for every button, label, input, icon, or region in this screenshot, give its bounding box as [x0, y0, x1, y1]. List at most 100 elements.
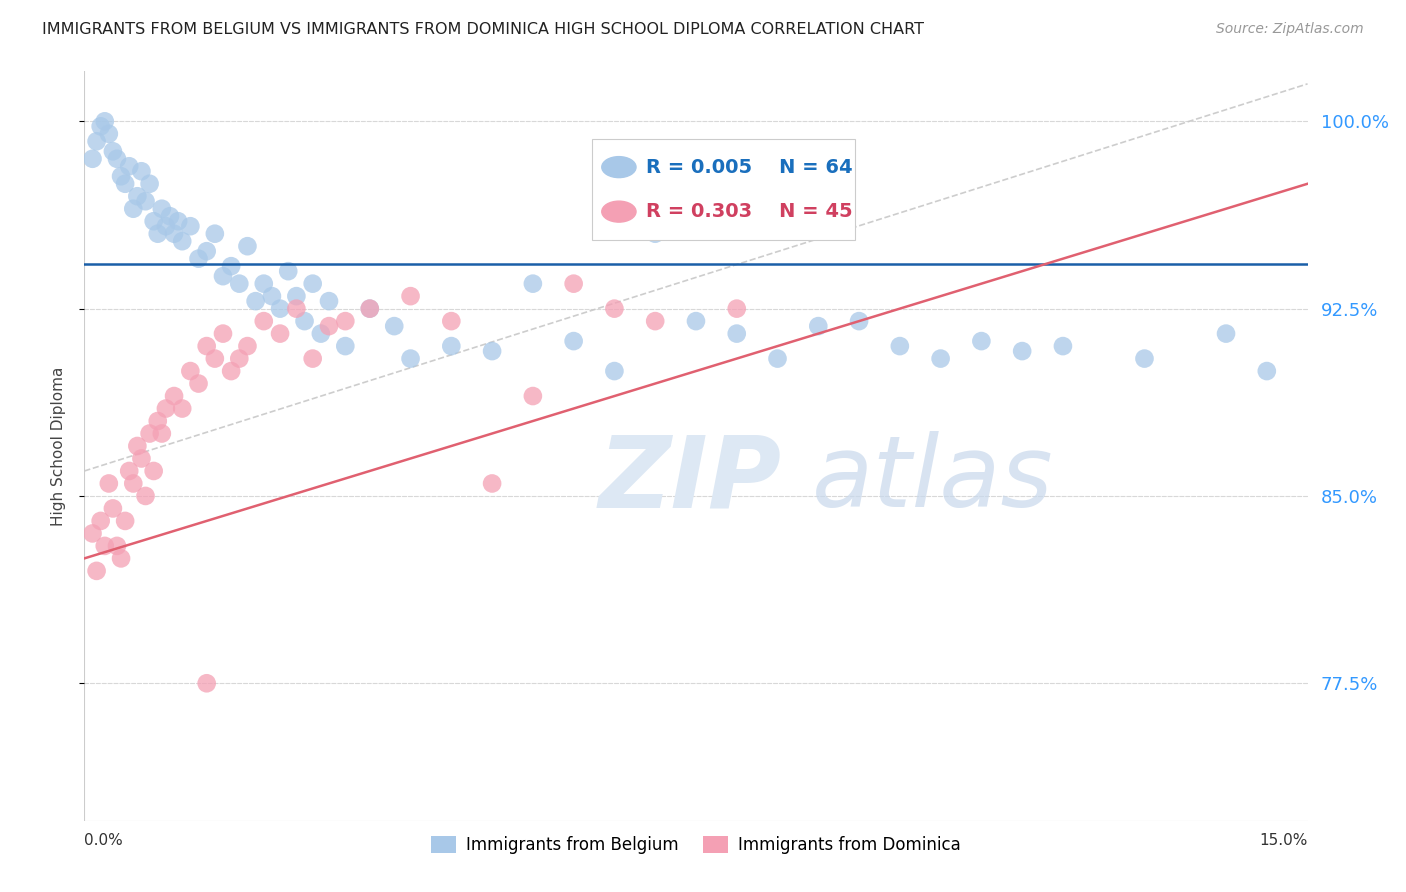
Point — [440, 314, 463, 328]
Point — [481, 344, 503, 359]
Point — [929, 351, 952, 366]
Point — [359, 301, 381, 316]
Point — [155, 219, 177, 234]
Point — [725, 301, 748, 316]
Point — [1011, 344, 1033, 359]
Point — [245, 294, 267, 309]
Point — [562, 334, 585, 348]
Point — [93, 539, 115, 553]
Point — [90, 120, 112, 134]
Point — [1133, 351, 1156, 366]
Y-axis label: High School Diploma: High School Diploma — [51, 367, 66, 525]
FancyBboxPatch shape — [592, 139, 855, 240]
Point — [155, 401, 177, 416]
Point — [172, 401, 194, 416]
Point — [301, 277, 323, 291]
Text: Source: ZipAtlas.com: Source: ZipAtlas.com — [1216, 22, 1364, 37]
Point — [138, 177, 160, 191]
Text: IMMIGRANTS FROM BELGIUM VS IMMIGRANTS FROM DOMINICA HIGH SCHOOL DIPLOMA CORRELAT: IMMIGRANTS FROM BELGIUM VS IMMIGRANTS FR… — [42, 22, 924, 37]
Point — [294, 314, 316, 328]
Point — [309, 326, 332, 341]
Point — [204, 351, 226, 366]
Point — [163, 227, 186, 241]
Point — [179, 219, 201, 234]
Point — [382, 319, 405, 334]
Point — [101, 501, 124, 516]
Point — [97, 127, 120, 141]
Point — [101, 145, 124, 159]
Point — [131, 164, 153, 178]
Point — [97, 476, 120, 491]
Point — [179, 364, 201, 378]
Point — [187, 376, 209, 391]
Point — [195, 339, 218, 353]
Text: 15.0%: 15.0% — [1260, 833, 1308, 848]
Text: R = 0.005    N = 64: R = 0.005 N = 64 — [645, 158, 852, 177]
Point — [219, 259, 242, 273]
Text: atlas: atlas — [813, 431, 1054, 528]
Point — [118, 159, 141, 173]
Point — [114, 514, 136, 528]
Point — [142, 464, 165, 478]
Point — [335, 314, 357, 328]
Point — [277, 264, 299, 278]
Point — [105, 539, 128, 553]
Point — [204, 227, 226, 241]
Point — [807, 319, 830, 334]
Point — [86, 134, 108, 148]
Point — [1215, 326, 1237, 341]
Point — [522, 277, 544, 291]
Point — [285, 289, 308, 303]
Point — [195, 244, 218, 259]
Point — [122, 202, 145, 216]
Point — [127, 189, 149, 203]
Point — [603, 301, 626, 316]
Point — [253, 314, 276, 328]
Legend: Immigrants from Belgium, Immigrants from Dominica: Immigrants from Belgium, Immigrants from… — [425, 830, 967, 861]
Point — [163, 389, 186, 403]
Point — [219, 364, 242, 378]
Point — [236, 239, 259, 253]
Point — [167, 214, 190, 228]
Point — [228, 351, 250, 366]
Point — [212, 269, 235, 284]
Point — [301, 351, 323, 366]
Point — [159, 209, 181, 223]
Circle shape — [602, 201, 636, 222]
Point — [146, 414, 169, 428]
Point — [142, 214, 165, 228]
Point — [86, 564, 108, 578]
Point — [82, 152, 104, 166]
Point — [399, 351, 422, 366]
Point — [110, 169, 132, 184]
Point — [90, 514, 112, 528]
Point — [848, 314, 870, 328]
Point — [603, 364, 626, 378]
Point — [335, 339, 357, 353]
Point — [685, 314, 707, 328]
Point — [269, 301, 291, 316]
Point — [150, 426, 173, 441]
Point — [212, 326, 235, 341]
Point — [135, 194, 157, 209]
Point — [260, 289, 283, 303]
Point — [122, 476, 145, 491]
Point — [127, 439, 149, 453]
Point — [236, 339, 259, 353]
Point — [1256, 364, 1278, 378]
Point — [440, 339, 463, 353]
Point — [110, 551, 132, 566]
Point — [1052, 339, 1074, 353]
Point — [228, 277, 250, 291]
Point — [105, 152, 128, 166]
Point — [187, 252, 209, 266]
Text: R = 0.303    N = 45: R = 0.303 N = 45 — [645, 202, 852, 221]
Point — [285, 301, 308, 316]
Point — [399, 289, 422, 303]
Point — [522, 389, 544, 403]
Point — [82, 526, 104, 541]
Text: 0.0%: 0.0% — [84, 833, 124, 848]
Point — [725, 326, 748, 341]
Point — [146, 227, 169, 241]
Point — [195, 676, 218, 690]
